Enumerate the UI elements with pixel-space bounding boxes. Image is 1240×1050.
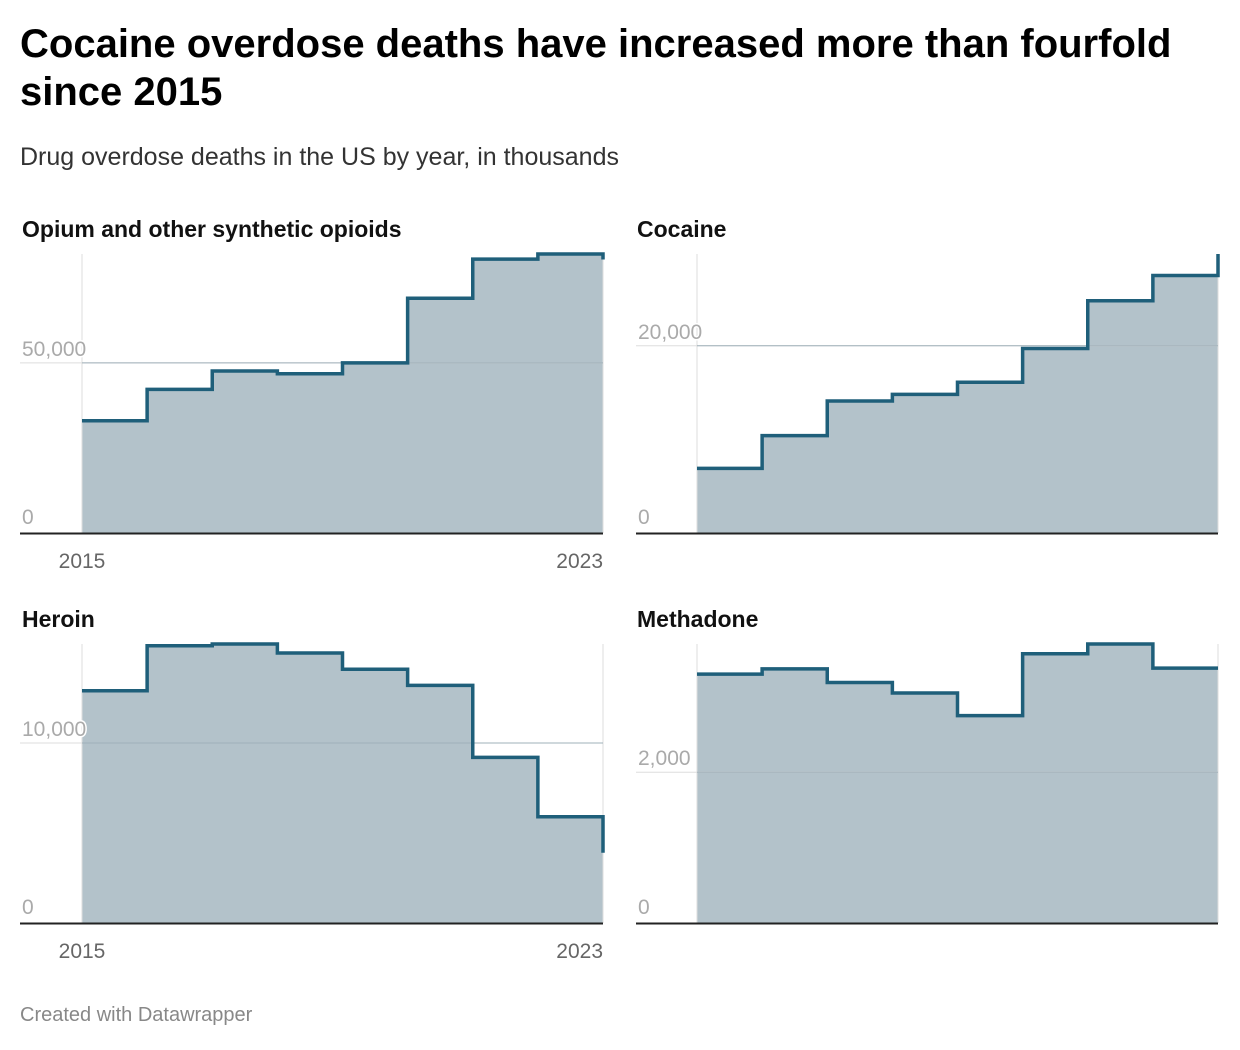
- heroin-xtick-label: 2023: [556, 940, 603, 963]
- cocaine-line: [697, 254, 1220, 471]
- chart-subtitle: Drug overdose deaths in the US by year, …: [20, 143, 619, 171]
- opioids-ytick-label: 0: [22, 506, 34, 529]
- cocaine-ytick-label: 0: [638, 506, 650, 529]
- panel-title-opioids: Opium and other synthetic opioids: [22, 216, 402, 242]
- heroin-area: [82, 644, 603, 923]
- heroin-line: [82, 642, 605, 853]
- methadone-area: [697, 644, 1218, 923]
- opioids-ytick-label: 50,000: [22, 338, 86, 361]
- heroin-xtick-label: 2015: [59, 940, 106, 963]
- panel-title-methadone: Methadone: [637, 606, 759, 632]
- opioids-line: [82, 252, 605, 423]
- panel-title-cocaine: Cocaine: [637, 216, 727, 242]
- opioids-xtick-label: 2015: [59, 550, 106, 573]
- chart-title: Cocaine overdose deaths have increased m…: [20, 22, 1172, 114]
- cocaine-ytick-label: 20,000: [638, 321, 702, 344]
- footer-credit: Created with Datawrapper: [20, 1004, 253, 1026]
- methadone-ytick-label: 2,000: [638, 747, 691, 770]
- heroin-ytick-label: 0: [22, 896, 34, 919]
- panel-title-heroin: Heroin: [22, 606, 95, 632]
- opioids-xtick-label: 2023: [556, 550, 603, 573]
- heroin-ytick-label: 10,000: [22, 718, 86, 741]
- opioids-area: [82, 254, 603, 533]
- methadone-line: [697, 642, 1218, 718]
- methadone-ytick-label: 0: [638, 896, 650, 919]
